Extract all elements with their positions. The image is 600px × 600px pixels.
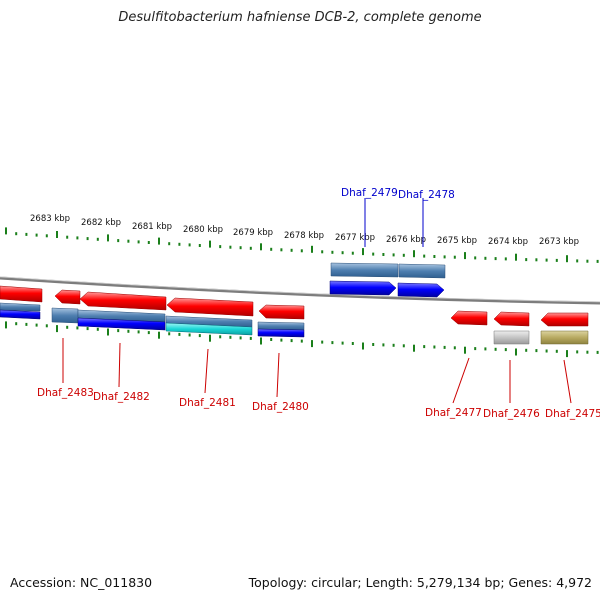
accession-text: Accession: NC_011830 bbox=[10, 575, 153, 590]
gene-feature-steel[interactable] bbox=[398, 263, 446, 279]
scale-label: 2682 kbp bbox=[81, 218, 121, 228]
inner-tick-row bbox=[5, 321, 599, 358]
gene-feature-blue[interactable] bbox=[257, 328, 305, 338]
scale-labels: 2683 kbp 2682 kbp 2681 kbp 2680 kbp 2679… bbox=[30, 214, 579, 247]
gene-arrow-reverse[interactable] bbox=[258, 304, 305, 320]
scale-label: 2683 kbp bbox=[30, 214, 70, 224]
gene-label[interactable]: Dhaf_2476 bbox=[483, 408, 540, 420]
gene-feature-steel[interactable] bbox=[0, 302, 41, 312]
genome-summary-text: Topology: circular; Length: 5,279,134 bp… bbox=[248, 575, 592, 590]
gene-label[interactable]: Dhaf_2475 bbox=[545, 408, 600, 420]
gene-feature-steel[interactable] bbox=[51, 307, 79, 324]
gene-arrow-reverse[interactable] bbox=[79, 291, 167, 311]
gene-label[interactable]: Dhaf_2479 bbox=[341, 187, 398, 199]
gene-arrow-forward[interactable] bbox=[329, 280, 397, 296]
gene-arrow-reverse[interactable] bbox=[493, 311, 530, 327]
scale-label: 2676 kbp bbox=[386, 235, 426, 245]
scale-label: 2677 kbp bbox=[335, 233, 375, 243]
gene-arrow-reverse[interactable] bbox=[54, 289, 81, 305]
scale-label: 2679 kbp bbox=[233, 228, 273, 238]
scale-label: 2678 kbp bbox=[284, 231, 324, 241]
map-title: Desulfitobacterium hafniense DCB-2, comp… bbox=[118, 10, 482, 25]
reverse-leader-lines bbox=[62, 338, 572, 404]
gene-feature-gray[interactable] bbox=[493, 330, 530, 345]
gene-arrow-reverse[interactable] bbox=[540, 312, 589, 327]
reverse-strand-features bbox=[0, 285, 589, 345]
gene-arrow-reverse[interactable] bbox=[166, 297, 254, 317]
gene-feature-blue[interactable] bbox=[0, 309, 41, 320]
scale-label: 2674 kbp bbox=[488, 237, 528, 247]
gene-arrow-reverse[interactable] bbox=[450, 310, 488, 326]
forward-gene-labels: Dhaf_2479 Dhaf_2478 bbox=[341, 187, 455, 201]
scale-label: 2673 kbp bbox=[539, 237, 579, 247]
gene-feature-khaki[interactable] bbox=[540, 330, 589, 345]
gene-feature-blue[interactable] bbox=[77, 317, 166, 331]
scale-label: 2680 kbp bbox=[183, 225, 223, 235]
scale-label: 2681 kbp bbox=[132, 222, 172, 232]
gene-feature-steel[interactable] bbox=[330, 262, 399, 278]
outer-tick-row bbox=[5, 227, 599, 263]
gene-label[interactable]: Dhaf_2480 bbox=[252, 401, 309, 413]
gene-feature-steel[interactable] bbox=[257, 321, 305, 331]
forward-leader-lines bbox=[364, 198, 424, 247]
gene-label[interactable]: Dhaf_2478 bbox=[398, 189, 455, 201]
gene-feature-cyan[interactable] bbox=[165, 322, 253, 336]
genome-backbone bbox=[0, 276, 600, 305]
gene-arrow-forward[interactable] bbox=[397, 282, 445, 298]
genome-backbone-highlight bbox=[0, 276, 600, 303]
reverse-gene-labels: Dhaf_2483 Dhaf_2482 Dhaf_2481 Dhaf_2480 … bbox=[37, 387, 600, 420]
gene-arrow-reverse[interactable] bbox=[0, 285, 43, 303]
gene-label[interactable]: Dhaf_2482 bbox=[93, 391, 150, 403]
gene-label[interactable]: Dhaf_2477 bbox=[425, 407, 482, 419]
gene-label[interactable]: Dhaf_2481 bbox=[179, 397, 236, 409]
forward-strand-features bbox=[329, 262, 446, 298]
gene-label[interactable]: Dhaf_2483 bbox=[37, 387, 94, 399]
scale-label: 2675 kbp bbox=[437, 236, 477, 246]
